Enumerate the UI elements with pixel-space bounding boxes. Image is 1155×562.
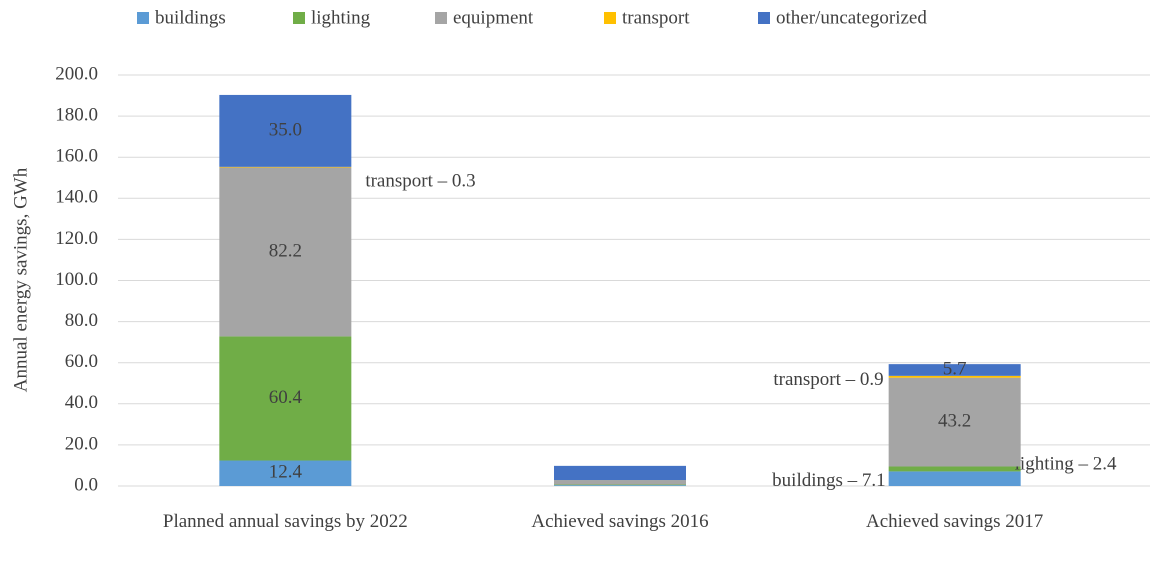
bar-segment (888, 466, 1021, 472)
bar-segment (888, 364, 1021, 376)
y-axis-label: Annual energy savings, GWh (10, 167, 31, 392)
bar-segment (219, 166, 352, 168)
legend-swatch (435, 12, 447, 24)
data-label: 43.2 (938, 410, 971, 431)
bar-segment (888, 375, 1021, 378)
data-label: 12.4 (269, 462, 303, 483)
legend-label: equipment (453, 7, 534, 28)
data-label: 82.2 (269, 240, 302, 261)
data-label: lighting – 2.4 (1015, 453, 1117, 474)
y-tick-label: 120.0 (55, 228, 98, 249)
data-label: 35.0 (269, 119, 302, 140)
data-label: transport – 0.9 (773, 369, 883, 390)
y-tick-label: 140.0 (55, 187, 98, 208)
legend-swatch (604, 12, 616, 24)
bar-segment (219, 460, 352, 486)
y-tick-label: 80.0 (65, 310, 98, 331)
legend-swatch (293, 12, 305, 24)
bar-segment (554, 480, 686, 485)
legend-label: lighting (311, 7, 371, 28)
x-tick-label: Achieved savings 2017 (866, 511, 1044, 532)
y-tick-label: 200.0 (55, 63, 98, 84)
bar-segment (554, 485, 686, 486)
legend-swatch (137, 12, 149, 24)
bar-segment (888, 471, 1021, 486)
y-tick-label: 160.0 (55, 146, 98, 167)
bar-segment (554, 484, 686, 486)
bar-segment (219, 167, 352, 337)
y-tick-label: 180.0 (55, 104, 98, 125)
bar-segment (219, 94, 352, 167)
x-tick-label: Planned annual savings by 2022 (162, 511, 408, 532)
bar-segment (219, 336, 352, 461)
legend-label: transport (622, 7, 690, 28)
y-tick-label: 100.0 (55, 269, 98, 290)
data-label: 60.4 (269, 387, 303, 408)
data-label: transport – 0.3 (365, 171, 475, 192)
legend-label: buildings (155, 7, 226, 28)
y-tick-label: 0.0 (74, 474, 98, 495)
data-label: 5.7 (943, 358, 967, 379)
legend-swatch (758, 12, 770, 24)
y-tick-label: 20.0 (65, 433, 98, 454)
legend-label: other/uncategorized (776, 7, 927, 28)
y-tick-label: 40.0 (65, 392, 98, 413)
bar-segment (554, 465, 686, 481)
bar-segment (888, 377, 1021, 467)
data-label: buildings – 7.1 (772, 470, 885, 491)
x-tick-label: Achieved savings 2016 (531, 511, 709, 532)
y-tick-label: 60.0 (65, 351, 98, 372)
